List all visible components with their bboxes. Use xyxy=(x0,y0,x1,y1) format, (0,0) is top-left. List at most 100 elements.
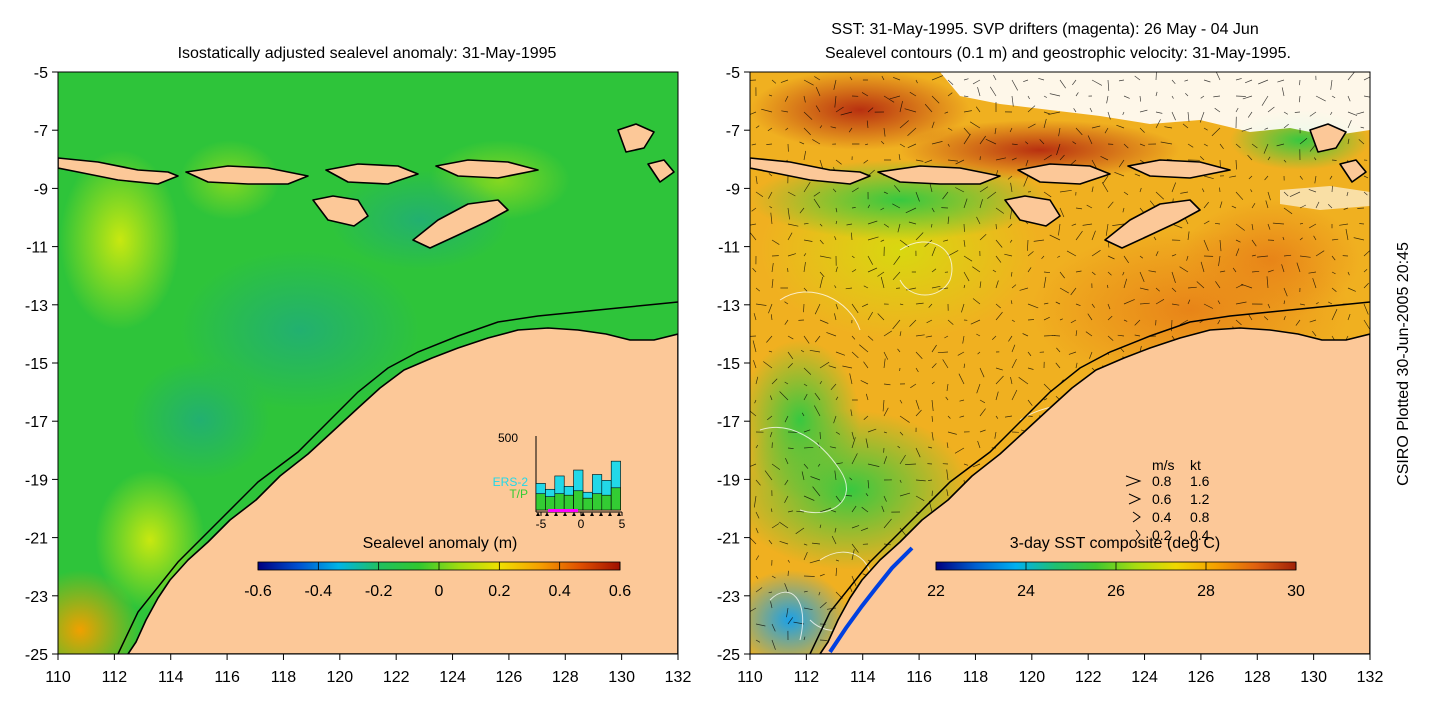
island xyxy=(325,163,419,185)
legend-header-kt: kt xyxy=(1190,457,1201,473)
left-panel-title: Isostatically adjusted sealevel anomaly:… xyxy=(178,45,557,62)
histogram-bar-tp xyxy=(545,496,556,511)
y-tick-label: -5 xyxy=(726,65,740,82)
x-tick-label: 116 xyxy=(214,669,240,686)
histogram-bar-tp xyxy=(610,487,621,511)
x-tick-label: 128 xyxy=(1244,669,1271,686)
histogram-bar-tp xyxy=(573,490,584,511)
colorbar-tick-label: 30 xyxy=(1287,583,1305,600)
histogram-marker xyxy=(572,512,576,516)
x-tick-label: 120 xyxy=(1018,669,1045,686)
x-tick-label: 122 xyxy=(1075,669,1102,686)
x-tick-label: 114 xyxy=(158,669,184,686)
colorbar-tick-label: 0 xyxy=(435,583,444,600)
histogram-y-max-label: 500 xyxy=(498,431,518,445)
y-tick-label: -19 xyxy=(717,472,740,489)
x-tick-label: 130 xyxy=(1300,669,1327,686)
legend-ers2: ERS-2 xyxy=(493,475,529,489)
x-tick-label: 122 xyxy=(383,669,410,686)
y-tick-label: -7 xyxy=(726,123,740,140)
legend-arrow xyxy=(1125,475,1142,487)
x-tick-label: 132 xyxy=(1357,669,1384,686)
cloud-mask xyxy=(940,72,1370,210)
y-tick-label: -9 xyxy=(34,181,48,198)
coastal-cool-strip xyxy=(828,546,914,654)
x-tick-label: 118 xyxy=(271,669,297,686)
y-tick-label: -17 xyxy=(717,414,740,431)
x-tick-label: 112 xyxy=(794,669,820,686)
histogram-x-tick-label: 5 xyxy=(619,517,626,531)
velocity-arrows xyxy=(750,72,1370,652)
right-map-panel: SST: 31-May-1995. SVP drifters (magenta)… xyxy=(749,21,1371,655)
legend-kt-value: 0.4 xyxy=(1190,527,1210,543)
histogram-highlight-band xyxy=(548,509,578,512)
histogram-marker xyxy=(554,512,558,516)
inset-histogram: 500 ERS-2 T/P -5 0 5 xyxy=(493,431,626,531)
histogram-bar-tp xyxy=(563,494,574,511)
australia-landmass xyxy=(819,327,1370,654)
left-axes: 110 112 114 116 118 120 122 124 126 128 130 132 -5 -7… xyxy=(25,65,692,686)
island xyxy=(647,159,675,183)
legend-ms-value: 0.8 xyxy=(1152,473,1172,489)
histogram-marker xyxy=(590,512,594,516)
histogram-bar-tp xyxy=(582,497,593,511)
australia-landmass xyxy=(127,327,678,654)
y-tick-label: -9 xyxy=(726,181,740,198)
legend-arrow xyxy=(1128,493,1142,505)
island xyxy=(58,157,179,185)
x-tick-label: 126 xyxy=(1188,669,1215,686)
x-tick-label: 128 xyxy=(552,669,579,686)
y-tick-label: -25 xyxy=(717,647,740,664)
colorbar-tick-label: 0.4 xyxy=(549,583,571,600)
island xyxy=(312,195,369,227)
y-tick-label: -17 xyxy=(25,414,48,431)
legend-kt-value: 1.2 xyxy=(1190,491,1210,507)
histogram-marker xyxy=(536,512,540,516)
colorbar-tick-label: 28 xyxy=(1197,583,1215,600)
y-tick-label: -11 xyxy=(718,240,740,257)
x-tick-label: 126 xyxy=(496,669,523,686)
histogram-marker xyxy=(581,512,585,516)
y-tick-label: -11 xyxy=(26,240,48,257)
x-tick-label: 120 xyxy=(326,669,353,686)
island xyxy=(750,157,871,185)
y-tick-label: -21 xyxy=(25,531,48,548)
island xyxy=(1339,159,1367,183)
x-tick-label: 130 xyxy=(608,669,635,686)
island xyxy=(1104,199,1201,249)
colorbar-tick-label: -0.2 xyxy=(365,583,393,600)
colorbar-tick-label: 26 xyxy=(1107,583,1125,600)
island xyxy=(877,165,1001,185)
island xyxy=(1309,123,1347,153)
y-tick-label: -13 xyxy=(25,298,48,315)
legend-ms-value: 0.4 xyxy=(1152,509,1172,525)
legend-arrow xyxy=(1135,529,1141,541)
colorbar-tick-label: 0.6 xyxy=(609,583,631,600)
left-land xyxy=(58,123,678,654)
y-tick-label: -13 xyxy=(717,298,740,315)
island xyxy=(185,165,309,185)
x-tick-label: 114 xyxy=(850,669,876,686)
island xyxy=(1004,195,1061,227)
right-shelf-contour xyxy=(809,301,1370,654)
histogram-marker xyxy=(617,512,621,516)
colorbar-tick-label: 22 xyxy=(927,583,945,600)
right-panel-title-line1: SST: 31-May-1995. SVP drifters (magenta)… xyxy=(831,21,1258,38)
left-shelf-contour xyxy=(117,301,678,654)
x-tick-label: 118 xyxy=(963,669,989,686)
y-tick-label: -25 xyxy=(25,647,48,664)
histogram-marker xyxy=(563,512,567,516)
y-tick-label: -19 xyxy=(25,472,48,489)
island xyxy=(435,159,539,179)
x-tick-label: 132 xyxy=(665,669,692,686)
island xyxy=(1127,159,1231,179)
colorbar-tick-label: -0.4 xyxy=(305,583,333,600)
island xyxy=(617,123,655,153)
left-colorbar: Sealevel anomaly (m) -0.6 -0.4 -0.2 0 0.2 0.4… xyxy=(244,535,631,600)
legend-kt-value: 0.8 xyxy=(1190,509,1210,525)
credit-text: CSIRO Plotted 30-Jun-2005 20:45 xyxy=(1395,242,1412,486)
x-tick-label: 116 xyxy=(906,669,932,686)
histogram-x-tick-label: 0 xyxy=(578,517,585,531)
y-tick-label: -23 xyxy=(25,589,48,606)
